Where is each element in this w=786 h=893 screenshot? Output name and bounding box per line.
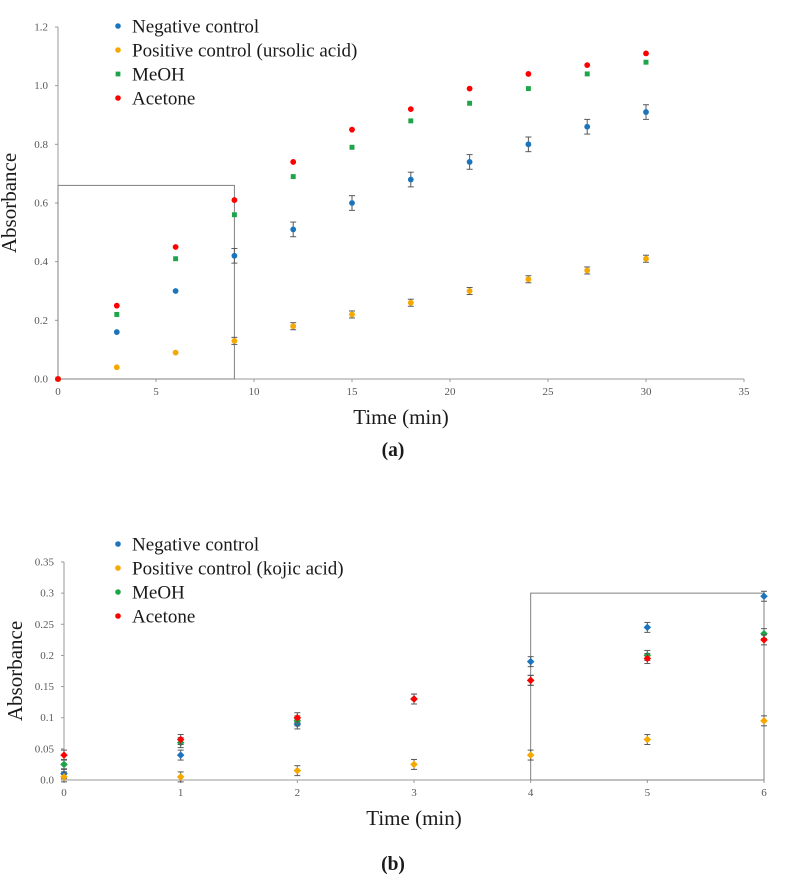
svg-text:Time (min): Time (min) bbox=[366, 806, 461, 830]
svg-text:Absorbance: Absorbance bbox=[0, 153, 21, 253]
svg-text:0.0: 0.0 bbox=[34, 374, 48, 386]
svg-text:0.6: 0.6 bbox=[34, 198, 48, 210]
svg-text:Time (min): Time (min) bbox=[353, 405, 448, 429]
svg-text:0.8: 0.8 bbox=[34, 139, 48, 151]
svg-text:Negative control: Negative control bbox=[132, 17, 259, 38]
svg-text:0: 0 bbox=[55, 386, 61, 398]
svg-text:0.35: 0.35 bbox=[35, 557, 55, 569]
svg-text:0.05: 0.05 bbox=[35, 743, 55, 755]
svg-text:5: 5 bbox=[645, 787, 651, 799]
svg-text:0.15: 0.15 bbox=[35, 681, 55, 693]
svg-text:0.0: 0.0 bbox=[40, 775, 54, 787]
svg-text:6: 6 bbox=[761, 787, 767, 799]
svg-text:2: 2 bbox=[295, 787, 301, 799]
svg-text:Absorbance: Absorbance bbox=[3, 621, 27, 721]
svg-text:0.25: 0.25 bbox=[35, 619, 55, 631]
svg-text:20: 20 bbox=[445, 386, 457, 398]
svg-text:0.2: 0.2 bbox=[40, 650, 54, 662]
svg-text:10: 10 bbox=[249, 386, 261, 398]
svg-text:1.0: 1.0 bbox=[34, 80, 48, 92]
svg-text:Negative control: Negative control bbox=[132, 535, 259, 556]
svg-text:0.2: 0.2 bbox=[34, 315, 48, 327]
svg-text:1.2: 1.2 bbox=[34, 22, 48, 34]
svg-text:Positive control (ursolic acid: Positive control (ursolic acid) bbox=[132, 41, 357, 62]
svg-text:1: 1 bbox=[178, 787, 184, 799]
svg-text:25: 25 bbox=[543, 386, 555, 398]
svg-text:0.3: 0.3 bbox=[40, 588, 54, 600]
svg-text:4: 4 bbox=[528, 787, 534, 799]
svg-text:3: 3 bbox=[411, 787, 417, 799]
svg-text:(b): (b) bbox=[381, 854, 405, 875]
svg-text:35: 35 bbox=[739, 386, 751, 398]
svg-text:0.4: 0.4 bbox=[34, 256, 48, 268]
svg-text:MeOH: MeOH bbox=[132, 583, 185, 604]
svg-text:0: 0 bbox=[61, 787, 67, 799]
svg-text:0.1: 0.1 bbox=[40, 712, 54, 724]
svg-text:Positive control (kojic acid): Positive control (kojic acid) bbox=[132, 559, 344, 580]
svg-text:5: 5 bbox=[153, 386, 159, 398]
svg-text:30: 30 bbox=[641, 386, 653, 398]
svg-text:(a): (a) bbox=[382, 440, 405, 461]
svg-text:MeOH: MeOH bbox=[132, 65, 185, 86]
svg-text:Acetone: Acetone bbox=[132, 89, 195, 110]
svg-text:15: 15 bbox=[347, 386, 359, 398]
svg-text:Acetone: Acetone bbox=[132, 607, 195, 628]
